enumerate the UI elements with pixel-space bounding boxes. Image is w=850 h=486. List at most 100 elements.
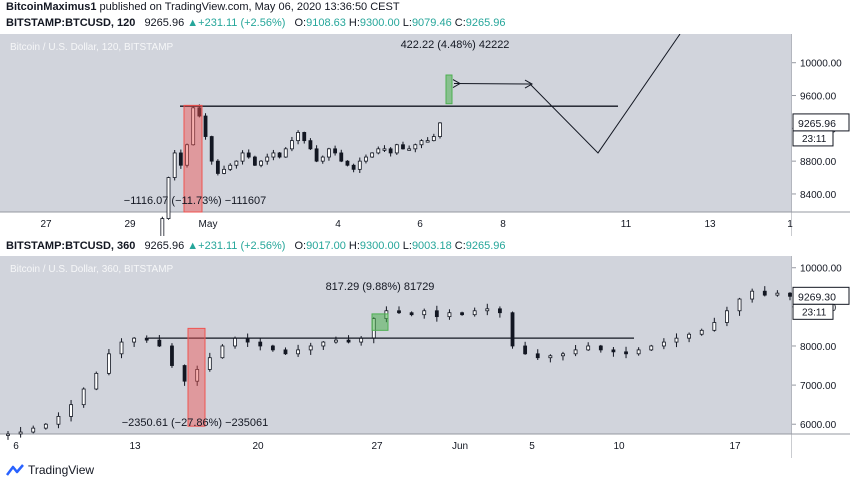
candle-body [611,349,616,353]
y-tick-label: 6000.00 [800,420,837,431]
candle-body [271,152,276,158]
y-tick-label: 10000.00 [800,264,842,275]
candle-body [573,349,578,355]
x-tick-label: Jun [452,441,468,452]
candle-body [346,339,351,343]
panel1-high: 9300.00 [359,17,400,29]
x-tick-label: 6 [417,219,423,230]
x-tick-label: 1 [787,219,793,230]
candle-body [283,148,288,158]
last-price-label: 9269.30 [798,291,836,303]
candle-body [413,144,418,150]
candle-body [18,431,23,435]
x-tick-label: 5 [529,441,535,452]
panel1-l-label: L: [402,17,412,29]
candle-body [425,140,430,143]
panel1-h-label: H: [348,17,360,29]
chart-panel-120[interactable]: Bitcoin / U.S. Dollar, 120, BITSTAMP 8400… [0,34,850,236]
y-tick-label: 8400.00 [800,190,837,201]
drop-range-box [187,327,206,427]
candle-body [132,337,137,343]
projection-path [453,34,681,154]
plot-background [0,34,792,212]
up-arrow-icon: ▲ [187,240,199,252]
panel1-low: 9079.46 [411,17,452,29]
panel2-high: 9300.00 [359,240,400,252]
annotation-drop: −2350.61 (−27.86%) −235061 [122,417,269,429]
panel2-open: 9017.00 [306,240,346,252]
candle-body [327,148,331,158]
candle-body [401,144,405,150]
candle-body [308,345,313,351]
panel1-legend: BITSTAMP:BTCUSD, 120 9265.96 ▲+231.11 (+… [6,17,506,29]
panel2-symbol[interactable]: BITSTAMP:BTCUSD, 360 [6,240,136,252]
candle-body [265,156,270,162]
candle-body [308,140,313,150]
candle-body [246,152,251,158]
candle-body [334,339,338,343]
candle-body [277,152,282,158]
candle-body [485,308,490,312]
candle-body [314,148,319,162]
x-tick-label: 20 [252,441,264,452]
candle-body [209,136,214,162]
y-tick-label: 8000.00 [800,342,837,353]
candle-body [762,290,767,296]
y-tick-label: 8800.00 [800,157,837,168]
x-tick-label: 4 [335,219,341,230]
chart-panel-360[interactable]: Bitcoin / U.S. Dollar, 360, BITSTAMP 6000… [0,256,850,458]
candle-body [69,404,73,417]
candle-body [687,333,691,339]
candle-body [107,353,111,374]
candle-body [6,433,10,436]
tradingview-logo[interactable]: TradingView [6,463,94,477]
author-name[interactable]: BitcoinMaximus1 [6,1,97,13]
candle-body [674,337,679,343]
candle-body [321,341,326,347]
candle-body [191,107,196,146]
panel2-legend: BITSTAMP:BTCUSD, 360 9265.96 ▲+231.11 (+… [6,240,506,252]
candle-body [438,122,442,137]
candle-body [661,341,666,347]
candle-body [535,353,540,359]
candle-body [233,337,237,347]
candle-body [357,160,362,170]
candle-body [56,415,61,425]
panel2-h-label: H: [348,240,360,252]
candle-body [498,308,502,314]
candle-body [419,140,424,146]
candle-body [382,148,387,151]
up-arrow-icon: ▲ [187,17,199,29]
x-tick-label: May [199,219,218,230]
projection-arrowhead [452,79,462,88]
x-tick-label: 29 [124,219,136,230]
candle-body [699,329,704,335]
x-tick-label: 6 [13,441,19,452]
candle-body [523,345,528,355]
candle-body [197,107,202,117]
candle-body [258,341,263,347]
candle-body [775,292,780,296]
x-tick-label: 13 [704,219,716,230]
last-price-label: 9265.96 [798,118,836,130]
candle-body [510,312,515,347]
candle-body [624,351,628,355]
candle-body [302,132,307,142]
candle-body [388,148,393,154]
candle-body [81,388,86,406]
panel1-symbol[interactable]: BITSTAMP:BTCUSD, 120 [6,17,136,29]
candle-body [636,349,641,355]
candle-body [270,345,275,351]
candle-body [561,353,565,357]
x-tick-label: 27 [40,219,52,230]
candle-body [434,310,439,318]
candle-body [333,148,338,154]
x-tick-label: 8 [500,219,506,230]
panel1-c-label: C: [454,17,466,29]
candle-body [195,369,200,382]
candle-body [215,160,220,174]
rise-range-box [445,74,453,105]
x-tick-label: 13 [129,441,141,452]
chart-watermark: Bitcoin / U.S. Dollar, 360, BITSTAMP [10,264,174,275]
candle-body [290,140,294,150]
